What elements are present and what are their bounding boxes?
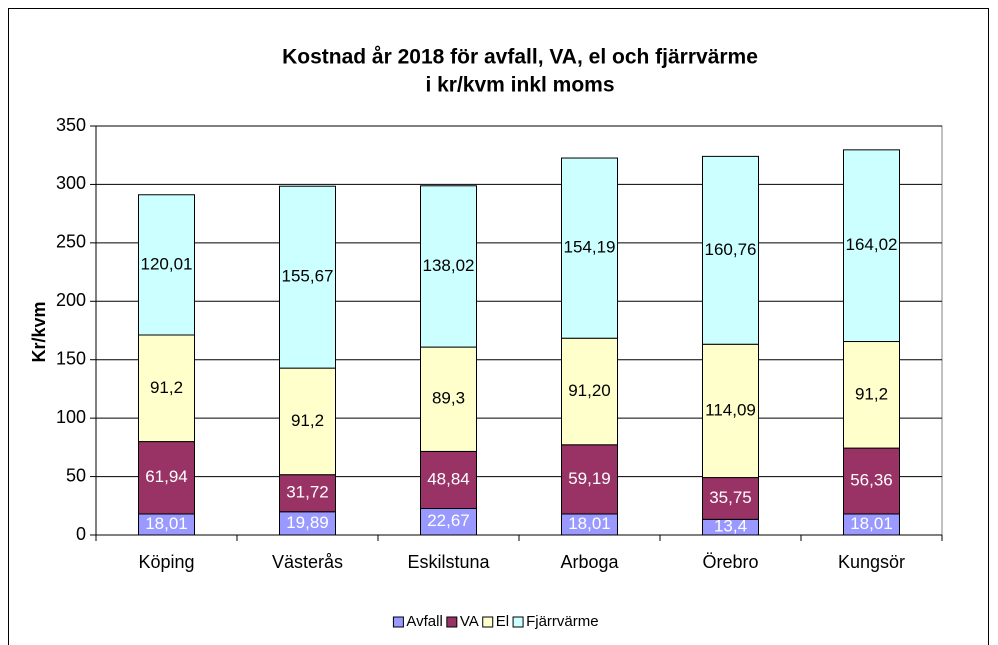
data-label: 56,36	[850, 471, 893, 490]
y-tick-label: 0	[76, 524, 86, 544]
x-tick-label: Köping	[138, 552, 194, 572]
bar-segment	[561, 157, 618, 339]
bar-segment	[420, 508, 477, 536]
legend-label: Fjärrvärme	[526, 613, 599, 630]
y-tick-label: 50	[66, 465, 86, 485]
data-label: 91,2	[291, 411, 324, 430]
data-label: 160,76	[705, 240, 757, 259]
data-label: 114,09	[705, 400, 756, 419]
data-label: 61,94	[145, 467, 188, 486]
y-tick-label: 250	[56, 232, 86, 252]
legend-label: VA	[460, 613, 479, 630]
bar-segment	[843, 341, 900, 449]
y-tick-label: 150	[56, 348, 86, 368]
data-label: 164,02	[846, 235, 898, 254]
bar-segment	[279, 185, 336, 369]
y-tick-label: 350	[56, 115, 86, 135]
data-label: 35,75	[709, 488, 752, 507]
data-label: 59,19	[568, 469, 611, 488]
data-label: 31,72	[286, 483, 329, 502]
chart-border	[8, 8, 989, 645]
data-label: 22,67	[427, 511, 470, 530]
data-label: 13,4	[714, 517, 747, 536]
y-tick-label: 300	[56, 173, 86, 193]
bar-segment	[702, 477, 759, 520]
bar-segment	[138, 194, 195, 336]
bar-segment	[843, 149, 900, 343]
bar-segment	[420, 185, 477, 348]
bar-segment	[420, 346, 477, 452]
legend-swatch	[446, 616, 458, 628]
x-tick-label: Örebro	[702, 552, 758, 572]
bar-segment	[702, 343, 759, 479]
bar-segment	[279, 367, 336, 476]
data-label: 91,2	[855, 384, 888, 403]
data-label: 89,3	[432, 389, 465, 408]
chart-title: Kostnad år 2018 för avfall, VA, el och f…	[282, 46, 758, 69]
legend-label: Avfall	[406, 613, 442, 630]
bar-segment	[702, 155, 759, 345]
data-label: 48,84	[427, 469, 470, 488]
x-tick-label: Arboga	[560, 552, 619, 572]
y-axis-label: Kr/kvm	[29, 301, 49, 362]
data-label: 120,01	[141, 254, 193, 273]
legend-swatch	[482, 616, 494, 628]
x-tick-label: Eskilstuna	[407, 552, 490, 572]
bar-segment	[138, 441, 195, 515]
legend-label: El	[496, 613, 509, 630]
plot-area	[95, 125, 943, 536]
y-tick-label: 100	[56, 407, 86, 427]
legend-swatch	[512, 616, 524, 628]
x-tick-label: Kungsör	[838, 552, 905, 572]
x-tick-label: Västerås	[272, 552, 343, 572]
bar-segment	[561, 444, 618, 515]
y-tick-label: 200	[56, 290, 86, 310]
bar-segment	[843, 447, 900, 515]
data-label: 91,2	[150, 378, 183, 397]
data-label: 154,19	[564, 238, 616, 257]
bar-segment	[561, 337, 618, 446]
data-label: 18,01	[850, 514, 893, 533]
data-label: 18,01	[568, 514, 611, 533]
data-label: 19,89	[286, 513, 329, 532]
bar-segment	[420, 450, 477, 510]
chart-title: i kr/kvm inkl moms	[425, 74, 614, 97]
data-label: 18,01	[145, 514, 188, 533]
data-label: 155,67	[282, 267, 334, 286]
data-label: 138,02	[423, 256, 475, 275]
bar-segment	[138, 334, 195, 443]
data-label: 91,20	[568, 381, 611, 400]
legend-swatch	[392, 616, 404, 628]
